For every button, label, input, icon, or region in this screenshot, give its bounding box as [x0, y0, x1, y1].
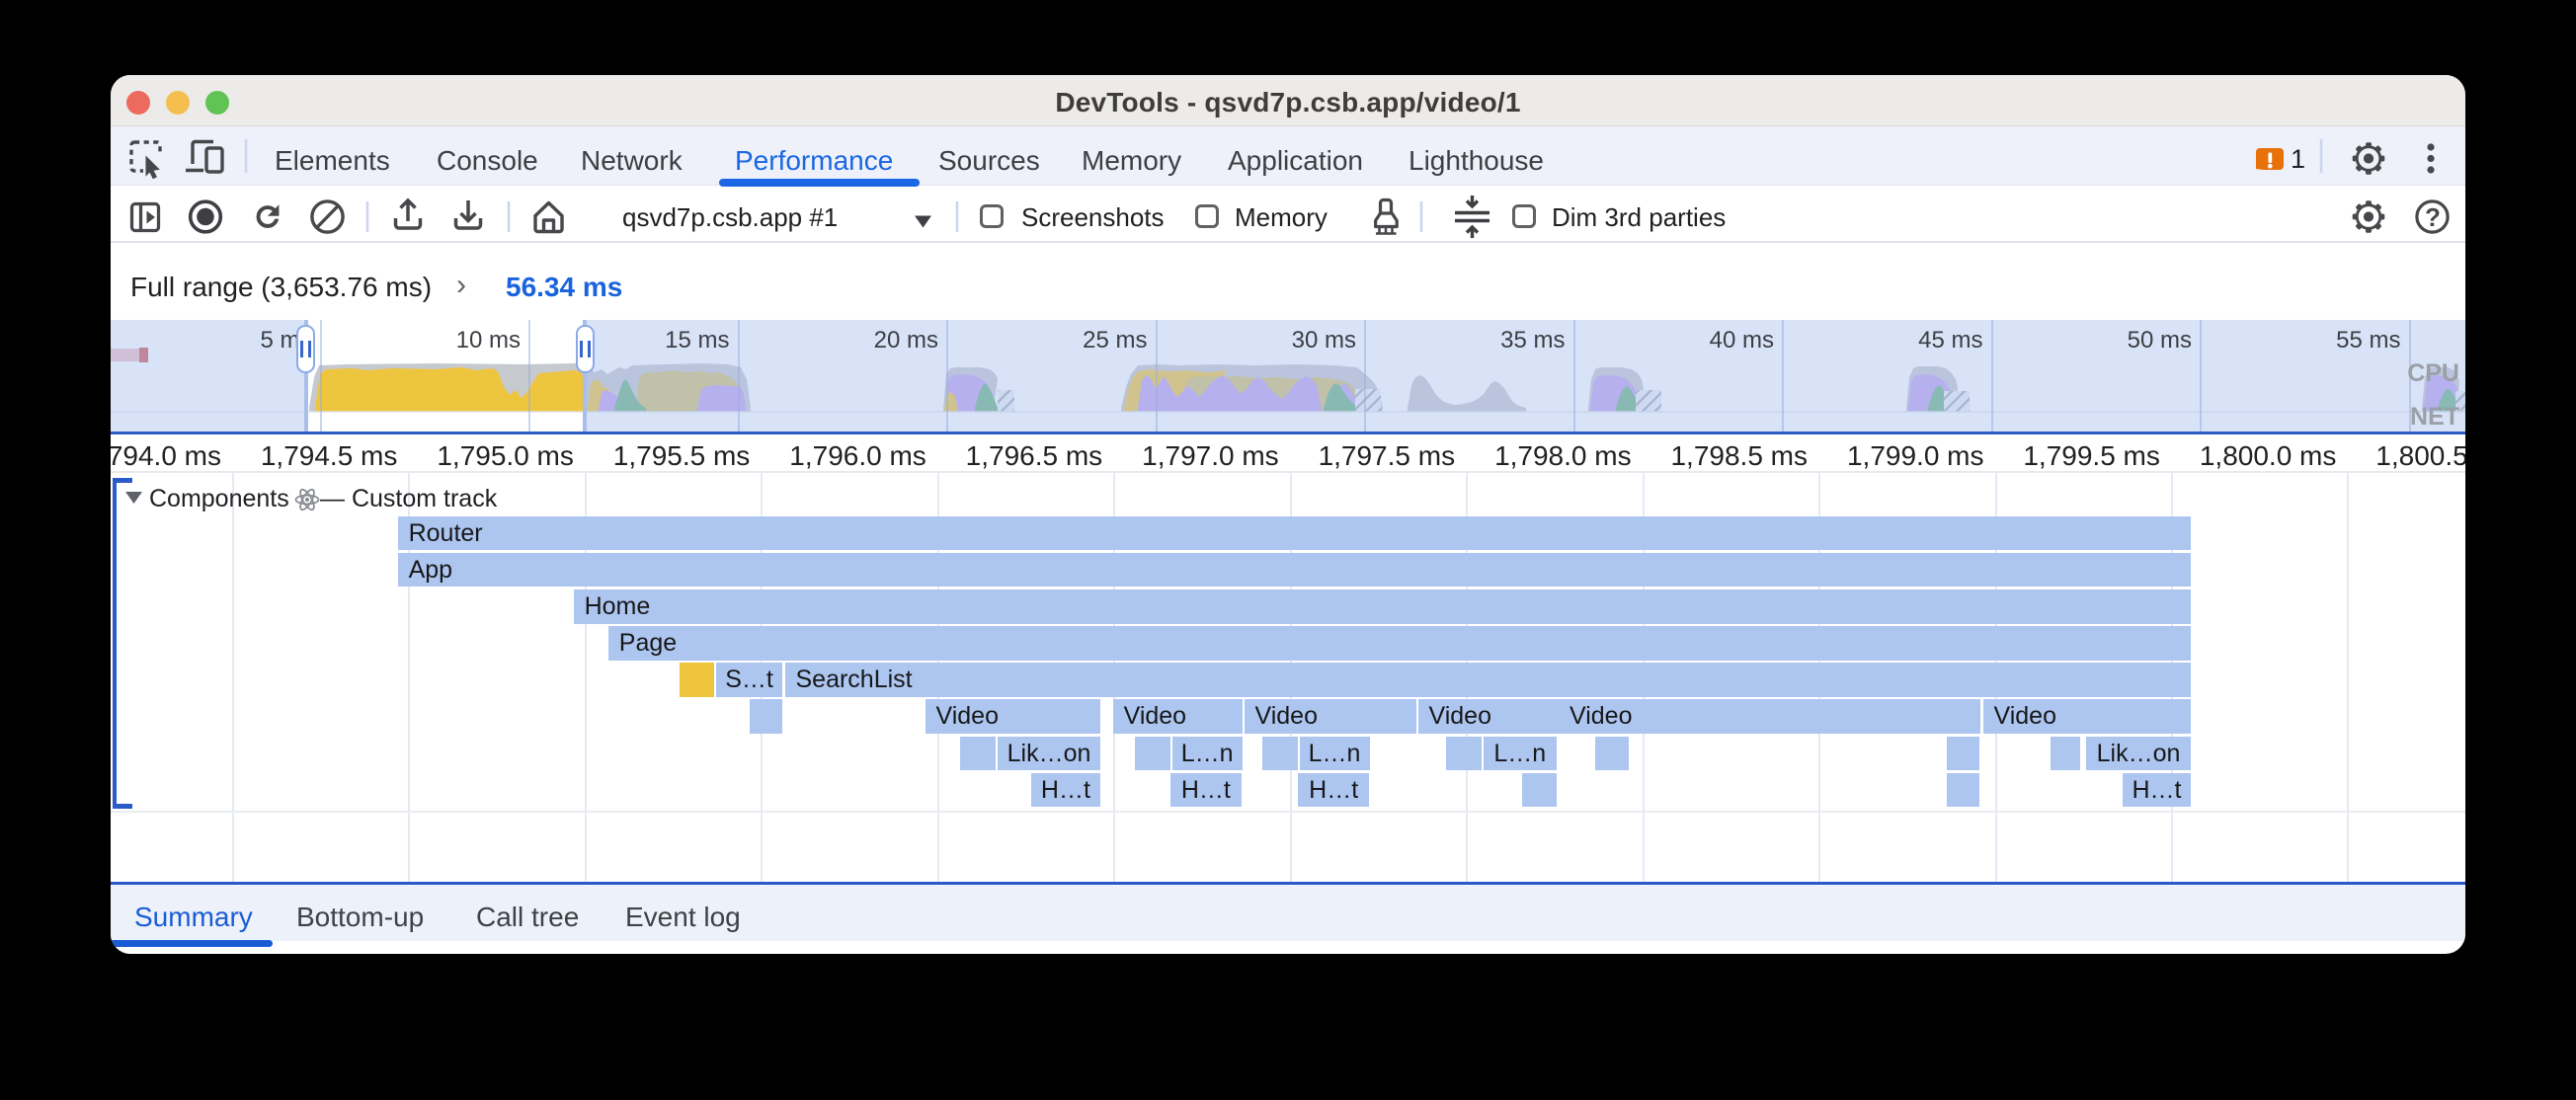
svg-text:?: ? [2425, 202, 2441, 232]
svg-text:1: 1 [2291, 144, 2305, 174]
